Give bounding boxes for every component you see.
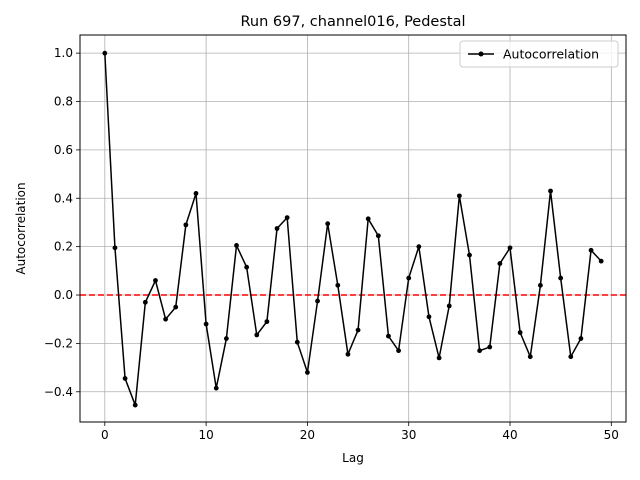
data-point — [234, 243, 239, 248]
y-tick-label: 0.2 — [54, 240, 73, 254]
data-point — [588, 247, 594, 253]
data-point — [426, 314, 432, 320]
data-point — [548, 188, 553, 194]
y-tick-label: 0.4 — [54, 191, 73, 205]
y-tick-label: −0.4 — [44, 385, 73, 399]
data-point — [153, 278, 158, 283]
data-point — [264, 319, 270, 325]
data-point — [284, 215, 290, 221]
data-point — [102, 50, 108, 56]
data-point — [578, 336, 584, 341]
chart-title: Run 697, channel016, Pedestal — [240, 14, 465, 30]
data-point — [223, 336, 229, 341]
legend: Autocorrelation — [459, 40, 619, 68]
data-point — [335, 282, 341, 288]
data-point — [487, 344, 493, 350]
data-point — [122, 376, 128, 381]
y-tick-label: 0.8 — [54, 95, 73, 109]
data-point — [446, 303, 452, 309]
series-group — [102, 50, 604, 408]
data-point — [396, 348, 401, 354]
data-point — [142, 299, 148, 305]
data-point — [112, 245, 118, 251]
data-point — [305, 370, 310, 375]
data-point — [355, 327, 361, 333]
data-point — [325, 221, 331, 227]
data-point — [406, 275, 412, 281]
data-point — [203, 321, 209, 327]
legend-box — [459, 40, 619, 68]
data-point — [517, 330, 523, 335]
data-point — [254, 332, 260, 338]
y-axis-label: Autocorrelation — [14, 182, 28, 274]
data-point — [213, 385, 219, 391]
x-tick-label: 30 — [401, 428, 416, 442]
y-tick-label: −0.2 — [44, 336, 73, 350]
data-point — [538, 282, 543, 288]
data-point — [183, 222, 189, 228]
data-point — [173, 304, 179, 310]
data-point — [416, 244, 422, 250]
x-tick-label: 0 — [101, 428, 109, 442]
data-point — [558, 275, 564, 281]
data-point — [375, 233, 381, 239]
legend-marker-swatch — [478, 51, 484, 57]
data-point — [456, 193, 462, 199]
x-tick-label: 50 — [604, 428, 619, 442]
x-tick-label: 20 — [300, 428, 315, 442]
series-line-autocorrelation — [104, 53, 602, 406]
y-tick-label: 1.0 — [54, 46, 73, 60]
data-point — [386, 333, 391, 339]
data-point — [274, 226, 280, 231]
data-point — [294, 339, 300, 345]
data-point — [477, 348, 483, 354]
data-point — [315, 298, 320, 304]
data-point — [244, 264, 250, 270]
data-point — [193, 191, 199, 196]
plot-frame — [79, 34, 627, 423]
data-point — [345, 351, 351, 357]
ticks: 0 10 20 30 40 50 −0.4 −0.2 0.0 0.2 0.4 0.6 0.8 1.0 — [44, 46, 619, 442]
data-point — [527, 354, 533, 360]
data-point — [467, 252, 472, 258]
data-point — [163, 316, 168, 322]
data-point — [365, 216, 371, 222]
x-tick-label: 40 — [502, 428, 517, 442]
y-tick-label: 0.6 — [54, 143, 73, 157]
data-point — [598, 258, 604, 264]
data-point — [507, 245, 513, 251]
data-point — [497, 261, 503, 266]
legend-label: Autocorrelation — [503, 47, 599, 62]
data-point — [132, 402, 138, 408]
x-tick-label: 10 — [198, 428, 213, 442]
data-point — [436, 355, 442, 361]
y-tick-label: 0.0 — [54, 288, 73, 302]
data-point — [568, 354, 574, 360]
x-axis-label: Lag — [342, 451, 364, 465]
